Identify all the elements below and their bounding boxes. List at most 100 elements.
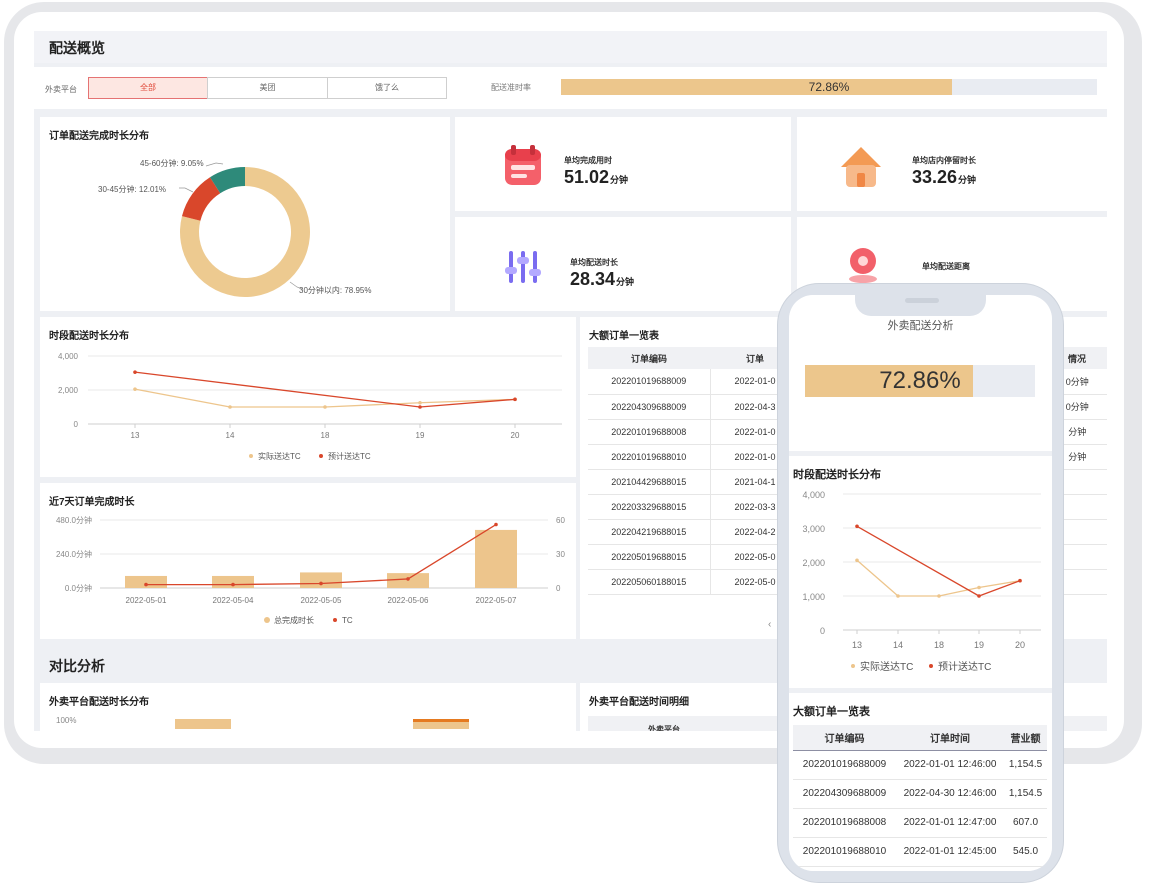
phone-rate-fill xyxy=(805,365,973,397)
table-cell: 202201019688009 xyxy=(588,369,711,395)
phone-rate-value: 72.86% xyxy=(879,367,961,394)
phone-y-tick: 4,000 xyxy=(802,490,825,500)
table-cell: 1,154.5 xyxy=(1004,750,1047,780)
table-cell: 202205060188015 xyxy=(588,569,711,595)
donut-label-45-60: 45-60分钟: 9.05% xyxy=(140,158,204,168)
data-point xyxy=(228,405,232,409)
week-y-left-tick: 0.0分钟 xyxy=(65,583,92,593)
week-legend-tc: TC xyxy=(342,616,353,625)
platform-option-meituan[interactable]: 美团 xyxy=(207,77,328,99)
x-tick-label: 20 xyxy=(511,431,520,440)
platform-option-eleme[interactable]: 饿了么 xyxy=(327,77,447,99)
house-icon xyxy=(841,147,881,187)
data-point xyxy=(513,397,517,402)
table-row[interactable]: 202201019688009 2022-01-01 12:46:00 1,154.… xyxy=(793,750,1047,780)
x-tick-label: 2022-05-01 xyxy=(126,596,167,605)
table-cell: 202205019688015 xyxy=(588,544,711,570)
data-point xyxy=(418,405,422,409)
phone-y-tick: 3,000 xyxy=(802,524,825,534)
compare-bar xyxy=(413,719,469,729)
week-y-left-tick: 240.0分钟 xyxy=(56,549,92,559)
week-chart-card: 近7天订单完成时长 480.0分钟 240.0分钟 0.0分钟 60 30 0 … xyxy=(40,483,576,639)
phone-screen: 外卖配送分析 72.86% 时段配送时长分布 4,000 3,000 2,000… xyxy=(789,295,1052,871)
phone-rate-card: 外卖配送分析 72.86% xyxy=(789,295,1052,451)
data-point xyxy=(319,581,323,586)
x-tick-label: 2022-05-07 xyxy=(476,596,517,605)
data-point xyxy=(133,370,137,374)
data-point xyxy=(977,594,981,598)
donut-label-30-45: 30-45分钟: 12.01% xyxy=(98,184,166,194)
compare-left-card: 外卖平台配送时长分布 100% xyxy=(40,683,576,731)
data-point xyxy=(231,582,235,587)
phone-legend-actual: 实际送达TC xyxy=(860,660,913,673)
data-point xyxy=(406,577,410,581)
donut-chart: 45-60分钟: 9.05% 30-45分钟: 12.01% 30分钟以内: 7… xyxy=(98,158,371,297)
x-tick-label: 19 xyxy=(416,431,425,440)
donut-title: 订单配送完成时长分布 xyxy=(49,131,149,142)
ontime-rate-label: 配送准时率 xyxy=(491,83,531,92)
table-row[interactable]: 202201019688008 2022-01-01 12:47:00 607.0 xyxy=(793,808,1047,838)
table-cell: 202201019688008 xyxy=(793,808,896,838)
week-legend-total: 总完成时长 xyxy=(274,615,314,625)
stat-card-completion: 单均完成用时 51.02分钟 xyxy=(455,117,791,211)
phone-col-header-order-time: 订单时间 xyxy=(896,725,1004,751)
phone-period-title: 时段配送时长分布 xyxy=(793,469,881,481)
stat-title-distance: 单均配送距离 xyxy=(922,262,970,271)
compare-y-tick: 100% xyxy=(56,716,77,725)
platform-option-all[interactable]: 全部 xyxy=(88,77,208,99)
donut-label-30: 30分钟以内: 78.95% xyxy=(299,285,371,295)
table-cell: 1,154.5 xyxy=(1004,779,1047,809)
phone-speaker xyxy=(905,298,939,303)
donut-slice xyxy=(181,177,221,221)
table-cell: 2022-04-30 12:46:00 xyxy=(896,779,1004,809)
week-y-left-tick: 480.0分钟 xyxy=(56,515,92,525)
x-tick-label: 2022-05-06 xyxy=(388,596,429,605)
phone-y-tick: 1,000 xyxy=(802,592,825,602)
phone-col-header-revenue: 营业额 xyxy=(1004,725,1047,751)
stat-title-completion: 单均完成用时 xyxy=(564,156,612,165)
platform-label: 外卖平台 xyxy=(45,85,77,94)
phone-y-tick: 0 xyxy=(820,626,825,636)
phone-table-card: 大额订单一览表 订单编码 订单时间 营业额 202201019688009 202… xyxy=(789,693,1052,871)
x-tick-label: 14 xyxy=(226,431,235,440)
calendar-icon xyxy=(505,145,541,185)
table-row[interactable]: 202201019688010 2022-01-01 12:45:00 545.0 xyxy=(793,837,1047,867)
x-tick-label: 13 xyxy=(852,640,862,650)
data-point xyxy=(133,387,137,391)
stat-value-store-stay: 33.26分钟 xyxy=(912,167,977,187)
series-line xyxy=(856,559,1021,597)
week-combo-chart: 480.0分钟 240.0分钟 0.0分钟 60 30 0 2022-05-01… xyxy=(56,515,565,625)
week-y-right-tick: 30 xyxy=(556,550,565,559)
ontime-rate-value: 72.86% xyxy=(808,80,850,94)
pager-prev-icon[interactable]: ‹ xyxy=(768,619,772,630)
x-tick-label: 14 xyxy=(893,640,903,650)
x-tick-label: 20 xyxy=(1015,640,1025,650)
table-cell: 202204309688009 xyxy=(793,779,896,809)
table-cell: 202104429688015 xyxy=(588,469,711,495)
stat-card-store-stay: 单均店内停留时长 33.26分钟 xyxy=(797,117,1107,211)
table-cell: 2022-01-01 12:46:00 xyxy=(896,750,1004,780)
x-tick-label: 2022-05-04 xyxy=(213,596,254,605)
x-tick-label: 13 xyxy=(131,431,140,440)
table-cell: 607.0 xyxy=(1004,808,1047,838)
table-row[interactable]: 202204309688009 2022-04-30 12:46:00 1,154.… xyxy=(793,779,1047,809)
compare-title: 对比分析 xyxy=(49,658,105,674)
stat-card-delivery: 单均配送时长 28.34分钟 xyxy=(455,217,791,311)
data-point xyxy=(896,594,900,598)
week-chart-title: 近7天订单完成时长 xyxy=(49,497,135,508)
table-cell: 202201019688010 xyxy=(793,837,896,867)
bar xyxy=(475,529,517,588)
data-point xyxy=(937,594,941,598)
data-point xyxy=(418,400,422,405)
period-y-tick: 0 xyxy=(74,420,79,429)
stat-value-delivery: 28.34分钟 xyxy=(570,269,635,289)
compare-right-title: 外卖平台配送时间明细 xyxy=(589,697,689,708)
x-tick-label: 18 xyxy=(934,640,944,650)
phone-title: 外卖配送分析 xyxy=(887,320,954,332)
week-y-right-tick: 0 xyxy=(556,584,561,593)
data-point xyxy=(977,585,981,590)
location-pin-icon xyxy=(849,248,877,283)
data-point xyxy=(1018,578,1022,583)
table-cell: 2022-01-01 12:47:00 xyxy=(896,808,1004,838)
table-cell: 545.0 xyxy=(1004,837,1047,867)
